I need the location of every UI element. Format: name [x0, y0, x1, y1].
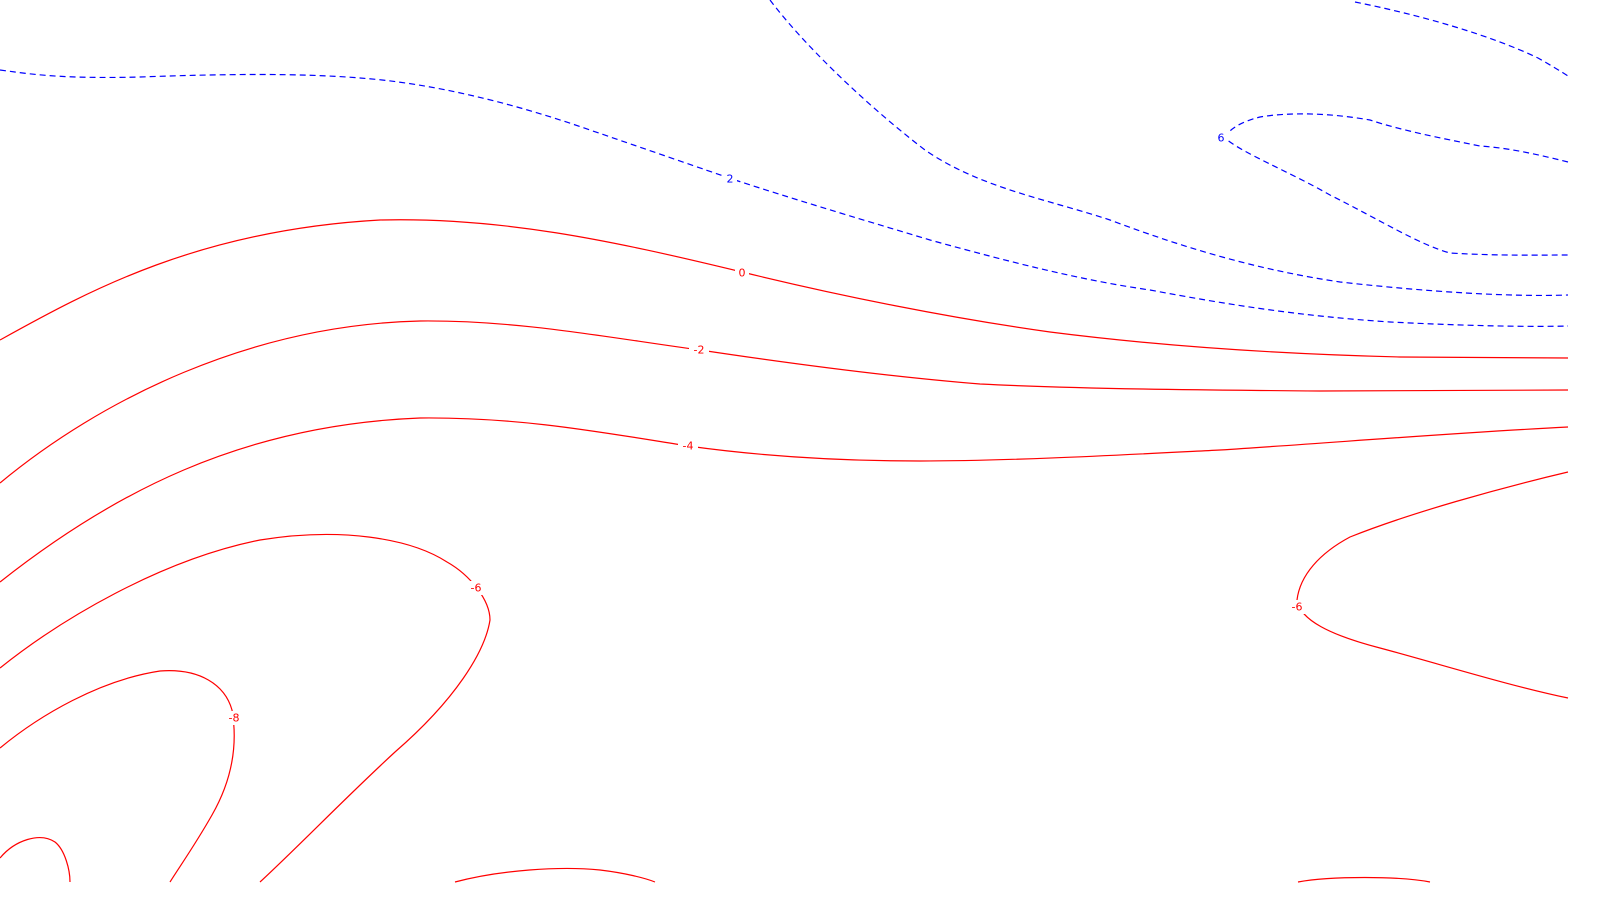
svg-text:0: 0	[739, 267, 746, 280]
contour-label-neg-6-west: -6	[466, 581, 486, 595]
contour-label-neg-6-east: -6	[1287, 600, 1307, 614]
contour-line-neg-6-east	[1296, 471, 1569, 699]
contour-line-pos-6-north	[1354, 1, 1569, 77]
svg-text:2: 2	[727, 173, 734, 186]
contour-line-neg-8	[0, 670, 235, 883]
contour-line-neg-10-corner	[0, 837, 71, 883]
contour-line-neg-6-west	[0, 533, 491, 883]
contour-label-neg-8: -8	[224, 711, 244, 725]
svg-text:6: 6	[1218, 132, 1225, 145]
contour-line-neg-4	[0, 417, 1569, 583]
contour-label-neg-4: -4	[678, 439, 698, 453]
contour-label-neg-2: -2	[689, 343, 709, 357]
contour-line-pos-2	[0, 69, 1569, 327]
contour-label-pos-6-loop: 6	[1214, 131, 1228, 145]
contour-line-neg-bottom-mid	[454, 867, 656, 883]
contour-line-pos-4	[769, 0, 1569, 297]
contour-line-zero	[0, 219, 1569, 359]
contour-line-neg-2	[0, 320, 1569, 484]
svg-text:-8: -8	[229, 712, 240, 725]
contour-line-pos-6-loop	[1224, 113, 1569, 256]
contour-line-neg-bottom-right	[1297, 876, 1431, 883]
svg-text:-2: -2	[694, 344, 705, 357]
contour-label-pos-2: 2	[723, 172, 737, 186]
svg-text:-4: -4	[683, 440, 694, 453]
svg-text:-6: -6	[471, 582, 482, 595]
contour-label-zero: 0	[735, 266, 749, 280]
svg-text:-6: -6	[1292, 601, 1303, 614]
